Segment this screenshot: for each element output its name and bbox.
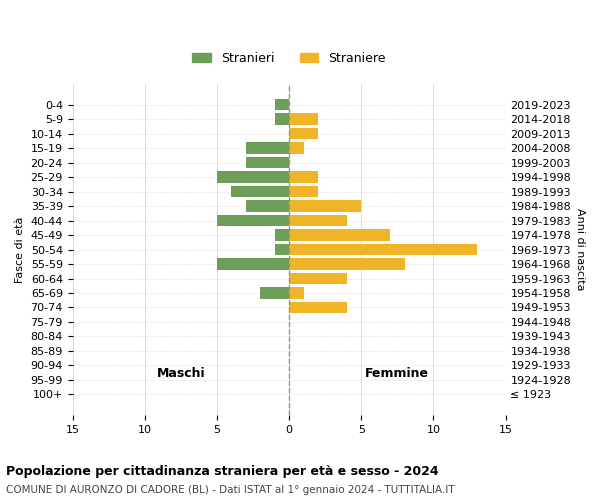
Bar: [289, 114, 318, 125]
Bar: [275, 244, 289, 256]
Bar: [289, 215, 347, 226]
Bar: [260, 287, 289, 299]
Bar: [246, 200, 289, 212]
Bar: [246, 142, 289, 154]
Legend: Stranieri, Straniere: Stranieri, Straniere: [187, 47, 391, 70]
Bar: [275, 114, 289, 125]
Bar: [289, 172, 318, 183]
Bar: [289, 244, 476, 256]
Text: Popolazione per cittadinanza straniera per età e sesso - 2024: Popolazione per cittadinanza straniera p…: [6, 465, 439, 478]
Bar: [289, 230, 390, 241]
Text: Maschi: Maschi: [157, 366, 205, 380]
Text: Femmine: Femmine: [365, 366, 429, 380]
Bar: [289, 200, 361, 212]
Bar: [289, 272, 347, 284]
Bar: [289, 258, 404, 270]
Bar: [289, 287, 304, 299]
Bar: [289, 128, 318, 140]
Bar: [275, 99, 289, 110]
Bar: [289, 302, 347, 314]
Y-axis label: Anni di nascita: Anni di nascita: [575, 208, 585, 291]
Bar: [217, 172, 289, 183]
Bar: [289, 142, 304, 154]
Bar: [246, 157, 289, 168]
Y-axis label: Fasce di età: Fasce di età: [15, 216, 25, 282]
Bar: [275, 230, 289, 241]
Bar: [232, 186, 289, 198]
Text: COMUNE DI AURONZO DI CADORE (BL) - Dati ISTAT al 1° gennaio 2024 - TUTTITALIA.IT: COMUNE DI AURONZO DI CADORE (BL) - Dati …: [6, 485, 455, 495]
Bar: [289, 186, 318, 198]
Bar: [217, 215, 289, 226]
Bar: [217, 258, 289, 270]
